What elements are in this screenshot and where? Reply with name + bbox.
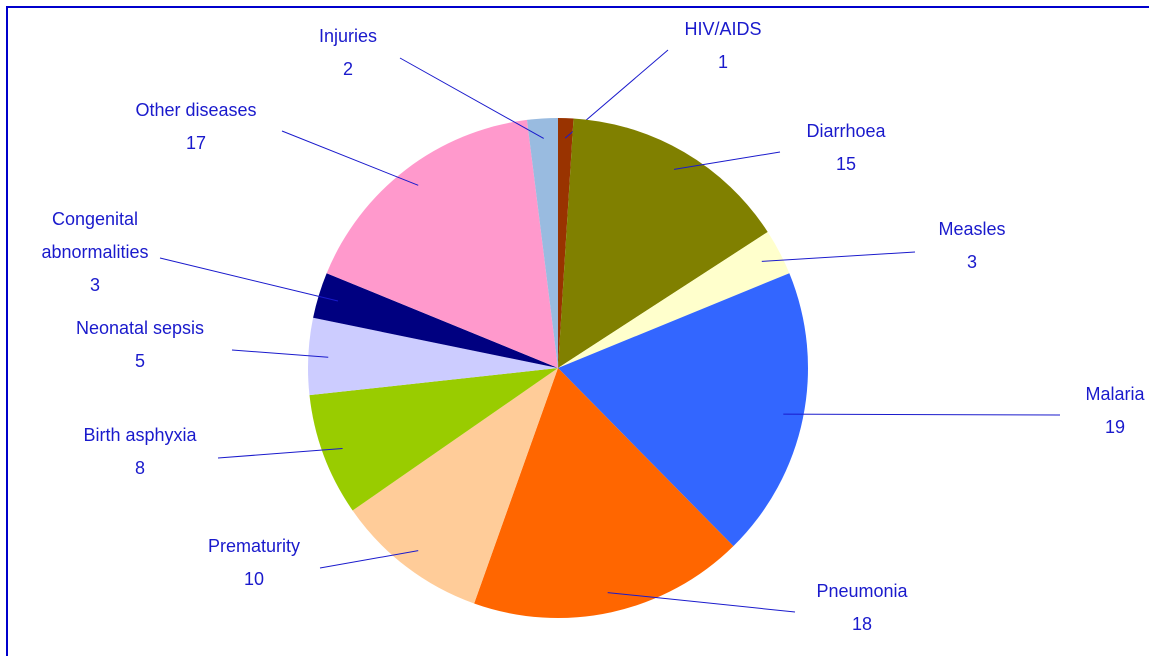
leader-line <box>231 349 329 358</box>
label-line: Malaria <box>1085 384 1145 404</box>
slice-label: Diarrhoea <box>806 121 886 141</box>
label-line: Prematurity <box>208 536 300 556</box>
pie-slice <box>558 231 790 368</box>
leader-line <box>761 251 916 262</box>
label-line: Diarrhoea <box>806 121 886 141</box>
label-line: Birth asphyxia <box>83 425 197 445</box>
slice-label: Injuries <box>319 26 377 46</box>
pie-slice <box>326 119 558 369</box>
leader-line <box>399 57 544 139</box>
pie-slice <box>313 273 558 368</box>
leader-line <box>673 151 781 170</box>
leader-line <box>281 130 419 186</box>
leader-line <box>319 550 419 569</box>
leader-line <box>607 592 796 613</box>
label-line: Neonatal sepsis <box>76 318 204 338</box>
slice-label: Neonatal sepsis <box>76 318 204 338</box>
slice-value: 3 <box>967 252 977 272</box>
label-line: Pneumonia <box>816 581 908 601</box>
pie-slice <box>558 273 809 547</box>
pie-slice <box>352 368 558 604</box>
slice-value: 2 <box>343 59 353 79</box>
slice-label: Prematurity <box>208 536 300 556</box>
slice-value: 19 <box>1105 417 1125 437</box>
pie-slice <box>558 118 768 368</box>
slice-value: 1 <box>718 52 728 72</box>
leader-line <box>159 257 339 302</box>
slice-label: Measles <box>938 219 1005 239</box>
pie-slice <box>558 118 574 368</box>
slice-label: Malaria <box>1085 384 1145 404</box>
slice-label: Other diseases <box>135 100 256 120</box>
slice-label: HIV/AIDS <box>684 19 761 39</box>
pie-slice <box>474 368 734 618</box>
slice-label: Birth asphyxia <box>83 425 197 445</box>
slice-label: Congenital abnormalities <box>41 209 148 262</box>
label-line: abnormalities <box>41 242 148 262</box>
slice-value: 10 <box>244 569 264 589</box>
label-line: Congenital <box>52 209 138 229</box>
label-line: HIV/AIDS <box>684 19 761 39</box>
slice-value: 3 <box>90 275 100 295</box>
label-line: Measles <box>938 219 1005 239</box>
slice-value: 15 <box>836 154 856 174</box>
label-line: Other diseases <box>135 100 256 120</box>
pie-slice <box>308 317 558 396</box>
leader-line <box>217 448 343 459</box>
leader-line <box>783 413 1061 416</box>
slice-label: Pneumonia <box>816 581 908 601</box>
slice-value: 5 <box>135 351 145 371</box>
pie-slice <box>526 118 558 368</box>
slice-value: 8 <box>135 458 145 478</box>
label-line: Injuries <box>319 26 377 46</box>
slice-value: 17 <box>186 133 206 153</box>
pie-slice <box>309 368 558 511</box>
slice-value: 18 <box>852 614 872 634</box>
